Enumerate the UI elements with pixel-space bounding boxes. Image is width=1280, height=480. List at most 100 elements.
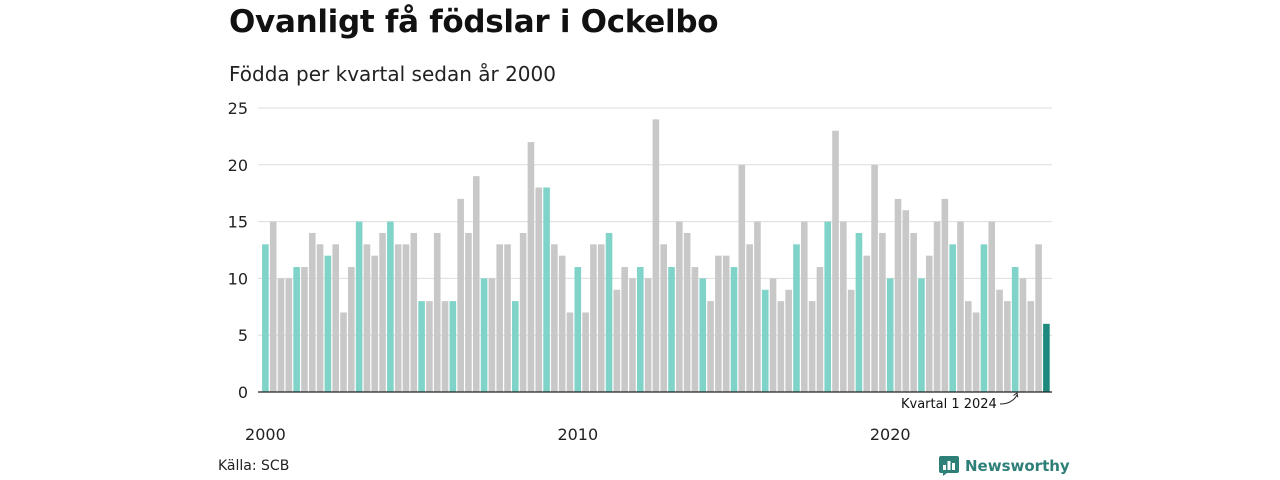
bar: [777, 301, 785, 392]
bar: [761, 289, 769, 392]
bar: [691, 267, 699, 392]
bar: [832, 130, 839, 392]
bar: [543, 187, 550, 392]
bar: [269, 221, 277, 392]
bar: [449, 301, 457, 392]
bar: [418, 301, 425, 392]
y-tick-label: 0: [238, 383, 248, 402]
bar: [551, 244, 558, 392]
bar: [730, 267, 738, 392]
bar-latest: [1043, 323, 1050, 392]
bar: [496, 244, 503, 392]
bar: [355, 221, 363, 392]
bar: [636, 267, 644, 392]
bar: [504, 244, 511, 392]
bar: [371, 255, 379, 392]
bar: [738, 164, 746, 392]
bar: [457, 198, 464, 392]
bar: [925, 255, 933, 392]
bar: [886, 278, 894, 392]
axis-labels: 0 5 10 15 20 25 2000 2010 2020: [228, 99, 911, 444]
bar: [1035, 244, 1042, 392]
bar: [387, 221, 394, 392]
bar: [277, 278, 285, 392]
bar: [613, 289, 621, 392]
bar: [988, 221, 996, 392]
bar: [379, 232, 386, 392]
bar: [402, 244, 410, 392]
y-tick-label: 20: [228, 156, 248, 175]
bar: [488, 278, 496, 392]
bar: [746, 244, 753, 392]
bar: [949, 244, 956, 392]
bar: [441, 301, 449, 392]
bar: [707, 301, 714, 392]
bar: [683, 232, 691, 392]
bar: [426, 301, 433, 392]
brand-name: Newsworthy: [965, 457, 1070, 475]
bar: [800, 221, 808, 392]
bar: [621, 267, 628, 392]
bar: [582, 312, 589, 392]
y-tick-label: 10: [228, 269, 248, 288]
bar: [285, 278, 293, 392]
x-tick-label: 2010: [557, 425, 598, 444]
bar: [566, 312, 574, 392]
bar: [308, 232, 316, 392]
bar: [660, 244, 668, 392]
bar: [902, 210, 910, 392]
bar: [574, 267, 582, 392]
bar: [980, 244, 988, 392]
bar: [715, 255, 722, 392]
annotation-arrowhead: [1013, 392, 1019, 398]
bar: [410, 232, 418, 392]
bar: [363, 244, 371, 392]
bar: [535, 187, 543, 392]
bar: [871, 164, 878, 392]
bar: [754, 221, 761, 392]
bar: [590, 244, 597, 392]
bar: [699, 278, 707, 392]
bar: [348, 267, 355, 392]
bar: [879, 232, 886, 392]
bar: [340, 312, 347, 392]
bar: [824, 221, 832, 392]
bar: [332, 244, 339, 392]
bar: [644, 278, 652, 392]
bar: [847, 289, 855, 392]
bar: [793, 244, 800, 392]
bar: [472, 176, 480, 392]
bar-chart-logo-icon: [939, 456, 959, 476]
bar: [676, 221, 683, 392]
bar: [262, 244, 269, 392]
x-tick-label: 2000: [245, 425, 286, 444]
bar: [996, 289, 1003, 392]
bar: [668, 267, 675, 392]
bar: [972, 312, 980, 392]
bar: [894, 198, 902, 392]
bar: [394, 244, 402, 392]
brand-logo: Newsworthy: [939, 456, 1070, 476]
bar: [293, 267, 300, 392]
bar: [933, 221, 941, 392]
bar: [840, 221, 847, 392]
bar: [816, 267, 824, 392]
bar: [512, 301, 519, 392]
latest-annotation: Kvartal 1 2024: [901, 392, 1019, 412]
bars: [262, 119, 1050, 393]
bar: [527, 142, 535, 392]
bar: [965, 301, 972, 392]
bar: [519, 232, 527, 392]
bar: [301, 267, 308, 392]
bar: [722, 255, 730, 392]
bar: [629, 278, 636, 392]
bar: [1027, 301, 1035, 392]
bar: [324, 255, 332, 392]
bar: [480, 278, 488, 392]
annotation-label: Kvartal 1 2024: [901, 397, 997, 412]
bar: [465, 232, 472, 392]
bar: [855, 232, 863, 392]
bar: [957, 221, 964, 392]
bar: [605, 232, 613, 392]
bar: [652, 119, 660, 393]
